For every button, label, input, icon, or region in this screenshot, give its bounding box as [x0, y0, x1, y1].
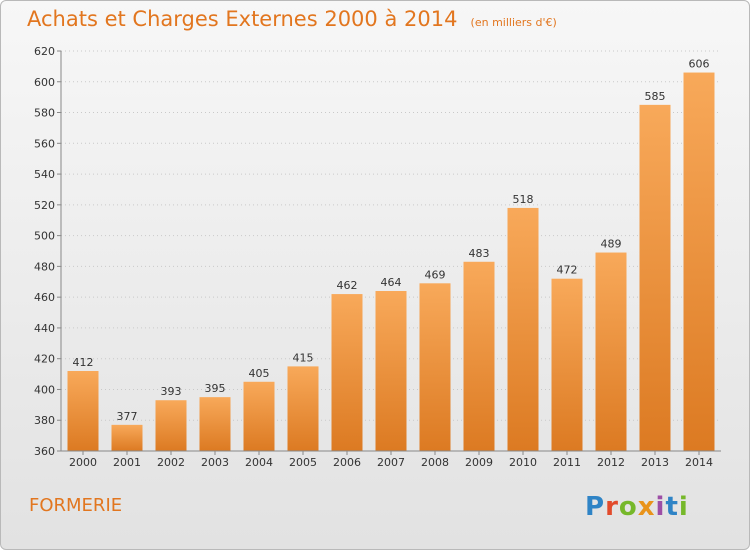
place-name: FORMERIE — [29, 495, 123, 516]
x-tick-label: 2006 — [333, 456, 361, 469]
logo-letter: i — [655, 492, 666, 522]
y-tick-label: 560 — [34, 137, 55, 150]
value-labels: 412 377 393 395 405 415 462 464 469 483 518 472 489 5… — [73, 58, 710, 423]
y-tick-label: 600 — [34, 76, 55, 89]
y-tick-label: 380 — [34, 414, 55, 427]
data-label: 469 — [425, 268, 446, 281]
logo-letter: o — [618, 492, 638, 522]
bar — [639, 104, 671, 451]
data-label: 405 — [249, 367, 270, 380]
bar — [463, 261, 495, 451]
subtitle-text: (en milliers d'€) — [470, 16, 557, 29]
logo-letter: i — [678, 492, 689, 522]
x-tick-label: 2002 — [157, 456, 185, 469]
x-tick-label: 2003 — [201, 456, 229, 469]
data-label: 395 — [205, 382, 226, 395]
data-label: 489 — [601, 238, 622, 251]
bar — [375, 291, 407, 451]
data-label: 518 — [513, 193, 534, 206]
data-label: 606 — [689, 58, 710, 71]
x-tick-label: 2001 — [113, 456, 141, 469]
x-tick-label: 2004 — [245, 456, 273, 469]
x-tick-label: 2014 — [685, 456, 713, 469]
y-tick-label: 480 — [34, 260, 55, 273]
data-label: 472 — [557, 264, 578, 277]
bar — [111, 424, 143, 451]
y-tick-label: 420 — [34, 353, 55, 366]
data-label: 415 — [293, 351, 314, 364]
data-label: 393 — [161, 385, 182, 398]
x-tick-label: 2013 — [641, 456, 669, 469]
x-tick-label: 2012 — [597, 456, 625, 469]
logo-letter: x — [637, 492, 656, 522]
proxiti-logo[interactable]: Proxiti — [585, 492, 689, 522]
x-tick-label: 2005 — [289, 456, 317, 469]
data-label: 377 — [117, 410, 138, 423]
bar — [199, 397, 231, 451]
x-tick-label: 2009 — [465, 456, 493, 469]
x-tick-label: 2007 — [377, 456, 405, 469]
bar — [331, 294, 363, 451]
logo-letter: t — [665, 492, 679, 522]
title-text: Achats et Charges Externes 2000 à 2014 — [27, 7, 458, 31]
chart-title: Achats et Charges Externes 2000 à 2014 (… — [27, 7, 557, 31]
bar — [419, 283, 451, 451]
y-tick-label: 460 — [34, 291, 55, 304]
data-label: 412 — [73, 356, 94, 369]
x-tick-label: 2008 — [421, 456, 449, 469]
y-tick-label: 540 — [34, 168, 55, 181]
x-axis: 2000 2001 2002 2003 2004 2005 2006 2007 2008 2009… — [69, 451, 713, 469]
y-tick-label: 500 — [34, 230, 55, 243]
logo-letter: r — [605, 492, 619, 522]
data-label: 462 — [337, 279, 358, 292]
bars — [67, 72, 715, 452]
x-tick-label: 2000 — [69, 456, 97, 469]
y-tick-label: 620 — [34, 45, 55, 58]
x-tick-label: 2011 — [553, 456, 581, 469]
bar — [595, 252, 627, 451]
data-label: 483 — [469, 247, 490, 260]
bar — [507, 207, 539, 451]
bar — [243, 381, 275, 451]
y-tick-label: 520 — [34, 199, 55, 212]
bar — [287, 366, 319, 451]
bar — [155, 400, 187, 451]
bar — [683, 72, 715, 452]
y-tick-label: 360 — [34, 445, 55, 458]
y-tick-label: 580 — [34, 107, 55, 120]
logo-letter: P — [585, 492, 606, 522]
y-tick-label: 440 — [34, 322, 55, 335]
bar — [67, 371, 99, 451]
data-label: 585 — [645, 90, 666, 103]
bar — [551, 278, 583, 451]
x-tick-label: 2010 — [509, 456, 537, 469]
y-tick-label: 400 — [34, 383, 55, 396]
data-label: 464 — [381, 276, 402, 289]
